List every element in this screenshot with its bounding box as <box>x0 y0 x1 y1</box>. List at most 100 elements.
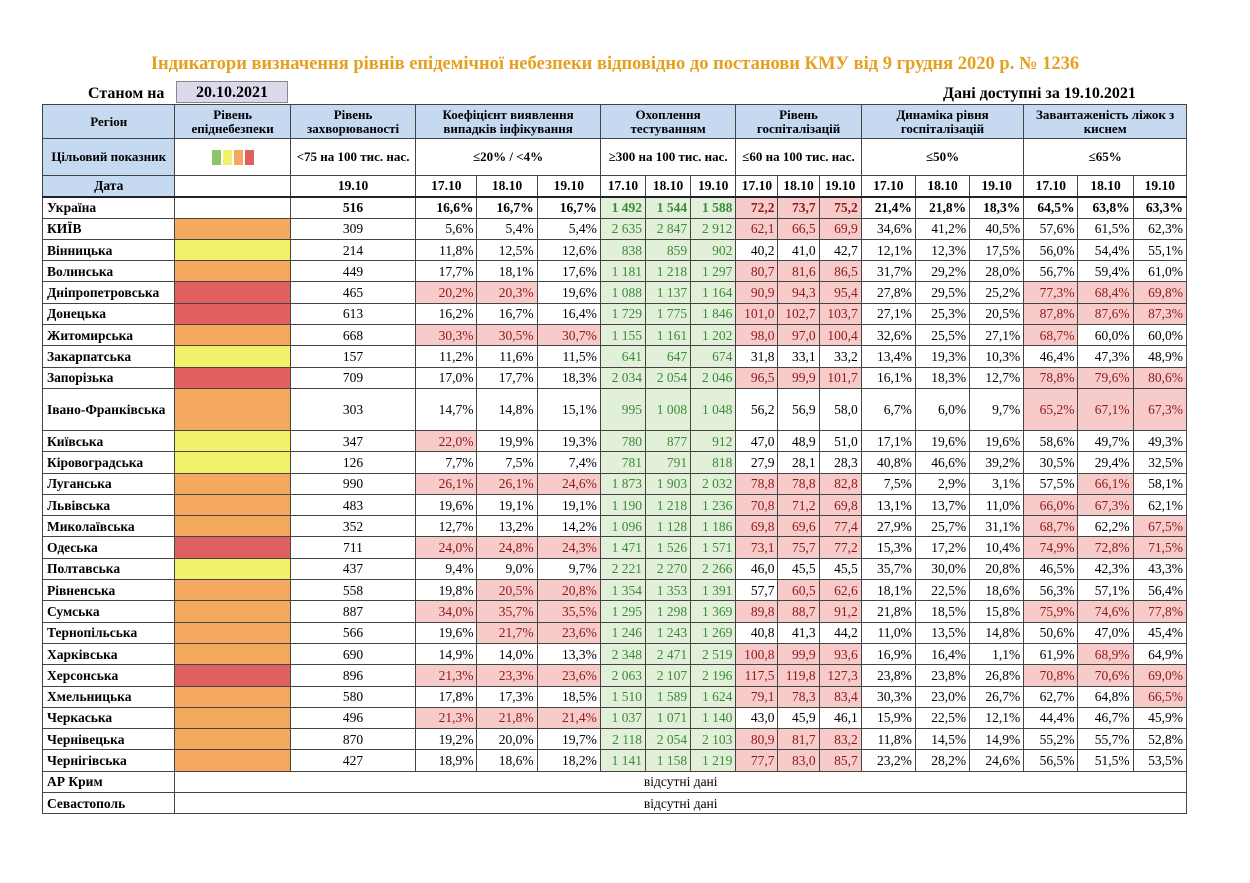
testing-cell: 791 <box>645 451 692 474</box>
hosp-dynamics-cell: 7,5% <box>860 472 916 495</box>
testing-cell: 2 912 <box>690 217 737 240</box>
detection-cell: 16,6% <box>415 195 478 219</box>
detection-cell: 24,6% <box>536 472 601 495</box>
detection-cell: 17,0% <box>415 366 478 389</box>
incidence-cell: 449 <box>289 260 417 283</box>
testing-cell: 2 063 <box>599 664 647 687</box>
hospitalization-cell: 83,4 <box>818 685 862 708</box>
oxygen-beds-cell: 57,1% <box>1077 579 1134 602</box>
region-name: Одеська <box>41 536 176 559</box>
testing-cell: 912 <box>690 429 737 453</box>
hospitalization-cell: 45,5 <box>777 557 820 581</box>
detection-cell: 23,3% <box>476 664 538 687</box>
hospitalization-cell: 96,5 <box>735 366 779 389</box>
as-of-date[interactable]: 20.10.2021 <box>176 81 288 103</box>
detection-cell: 16,4% <box>536 302 601 326</box>
date-test-1: 17.10 <box>599 174 647 198</box>
detection-cell: 23,6% <box>536 621 601 644</box>
hosp-dynamics-cell: 31,7% <box>860 260 916 283</box>
detection-cell: 20,0% <box>476 728 538 751</box>
testing-cell: 1 048 <box>690 387 737 431</box>
hospitalization-cell: 28,3 <box>818 451 862 474</box>
detection-cell: 16,7% <box>476 302 538 326</box>
incidence-cell: 303 <box>289 387 417 431</box>
hospitalization-cell: 69,8 <box>735 515 779 538</box>
danger-level-cell <box>174 664 291 687</box>
incidence-cell: 157 <box>289 345 417 368</box>
detection-cell: 19,7% <box>536 728 601 751</box>
hospitalization-cell: 70,8 <box>735 493 779 517</box>
danger-level-cell <box>174 706 291 730</box>
hosp-dynamics-cell: 18,3% <box>969 195 1025 219</box>
danger-level-cell <box>174 515 291 538</box>
date-dyn-2: 18.10 <box>914 174 971 198</box>
table-row: Одеська 711 24,0% 24,8% 24,3% 1 471 1 526 1 571… <box>41 536 1188 559</box>
hospitalization-cell: 43,0 <box>735 706 779 730</box>
indicators-table: Регіон Рівень епіднебезпеки Рівень захво… <box>41 104 1188 815</box>
testing-cell: 2 847 <box>645 217 692 240</box>
oxygen-beds-cell: 61,5% <box>1077 217 1134 240</box>
oxygen-beds-cell: 50,6% <box>1023 621 1079 644</box>
hospitalization-cell: 88,7 <box>777 600 820 623</box>
danger-level-cell <box>174 217 291 240</box>
testing-cell: 2 519 <box>690 642 737 666</box>
detection-cell: 24,8% <box>476 536 538 559</box>
hosp-dynamics-cell: 30,3% <box>860 685 916 708</box>
oxygen-beds-cell: 64,9% <box>1132 642 1188 666</box>
danger-level-cell <box>174 345 291 368</box>
header-incidence: Рівень захворюваності <box>289 104 417 139</box>
testing-cell: 1 140 <box>690 706 737 730</box>
hosp-dynamics-cell: 13,4% <box>860 345 916 368</box>
hosp-dynamics-cell: 12,1% <box>969 706 1025 730</box>
detection-cell: 14,7% <box>415 387 478 431</box>
oxygen-beds-cell: 71,5% <box>1132 536 1188 559</box>
hosp-dynamics-cell: 26,8% <box>969 664 1025 687</box>
oxygen-beds-cell: 64,8% <box>1077 685 1134 708</box>
danger-level-cell <box>174 642 291 666</box>
target-detection: ≤20% / <4% <box>415 138 601 176</box>
testing-cell: 2 034 <box>599 366 647 389</box>
oxygen-beds-cell: 52,8% <box>1132 728 1188 751</box>
hospitalization-cell: 31,8 <box>735 345 779 368</box>
testing-cell: 1 873 <box>599 472 647 495</box>
detection-cell: 19,1% <box>476 493 538 517</box>
testing-cell: 1 218 <box>645 260 692 283</box>
hosp-dynamics-cell: 21,8% <box>914 195 971 219</box>
testing-cell: 2 266 <box>690 557 737 581</box>
hosp-dynamics-cell: 32,6% <box>860 324 916 347</box>
danger-level-cell <box>174 472 291 495</box>
oxygen-beds-cell: 44,4% <box>1023 706 1079 730</box>
hospitalization-cell: 77,7 <box>735 749 779 772</box>
oxygen-beds-cell: 56,0% <box>1023 238 1079 262</box>
detection-cell: 19,6% <box>415 621 478 644</box>
detection-cell: 16,2% <box>415 302 478 326</box>
oxygen-beds-cell: 56,3% <box>1023 579 1079 602</box>
hospitalization-cell: 27,9 <box>735 451 779 474</box>
testing-cell: 1 096 <box>599 515 647 538</box>
hosp-dynamics-cell: 18,5% <box>914 600 971 623</box>
hosp-dynamics-cell: 20,8% <box>969 557 1025 581</box>
testing-cell: 1 492 <box>599 195 647 219</box>
date-hosp-3: 19.10 <box>818 174 862 198</box>
region-name: Львівська <box>41 493 176 517</box>
oxygen-beds-cell: 63,8% <box>1077 195 1134 219</box>
table-row: Рівненська 558 19,8% 20,5% 20,8% 1 354 1 353 1 … <box>41 579 1188 602</box>
hospitalization-cell: 99,9 <box>777 366 820 389</box>
hospitalization-cell: 75,2 <box>818 195 862 219</box>
detection-cell: 21,8% <box>476 706 538 730</box>
hosp-dynamics-cell: 27,1% <box>860 302 916 326</box>
incidence-cell: 437 <box>289 557 417 581</box>
oxygen-beds-cell: 62,1% <box>1132 493 1188 517</box>
oxygen-beds-cell: 64,5% <box>1023 195 1079 219</box>
testing-cell: 1 588 <box>690 195 737 219</box>
hospitalization-cell: 56,9 <box>777 387 820 431</box>
hosp-dynamics-cell: 26,7% <box>969 685 1025 708</box>
level-legend <box>174 138 291 176</box>
hospitalization-cell: 47,0 <box>735 429 779 453</box>
danger-level-cell <box>174 238 291 262</box>
hosp-dynamics-cell: 22,5% <box>914 579 971 602</box>
hosp-dynamics-cell: 14,5% <box>914 728 971 751</box>
date-dyn-1: 17.10 <box>860 174 916 198</box>
incidence-cell: 309 <box>289 217 417 240</box>
detection-cell: 26,1% <box>476 472 538 495</box>
